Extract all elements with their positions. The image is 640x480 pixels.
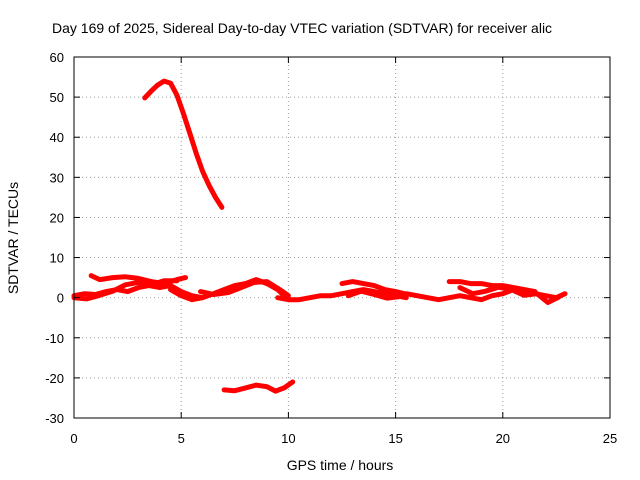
x-tick-label: 0: [70, 431, 77, 446]
series-line-arc-6: [198, 279, 291, 299]
x-tick-label: 15: [388, 431, 402, 446]
series-line-arc-10: [345, 288, 403, 301]
series-line-arc-7: [221, 379, 296, 394]
x-tick-label: 25: [603, 431, 617, 446]
y-tick-label: 10: [50, 251, 64, 266]
x-axis-label: GPS time / hours: [287, 457, 394, 473]
series-line-arc-8: [275, 287, 409, 303]
y-tick-label: 20: [50, 210, 64, 225]
series-line-arc-4: [71, 278, 180, 302]
chart-title: Day 169 of 2025, Sidereal Day-to-day VTE…: [52, 20, 552, 36]
grid-lines: [74, 57, 610, 418]
axis-ticks: 0 5 10 15 20 25 -30 -20 -10 0 10 20 30 40 50 60: [45, 50, 617, 446]
y-axis-label: SDTVAR / TECUs: [5, 182, 21, 294]
x-tick-label: 20: [496, 431, 510, 446]
y-tick-label: 60: [50, 50, 64, 65]
y-tick-label: 40: [50, 130, 64, 145]
series-line-arc-13: [457, 284, 561, 305]
y-tick-label: -10: [45, 331, 64, 346]
y-tick-label: -30: [45, 411, 64, 426]
series-line-arc-1: [142, 78, 225, 210]
y-tick-label: 50: [50, 90, 64, 105]
series-line-arc-9: [339, 279, 407, 297]
series-line-arc-12: [446, 279, 538, 295]
x-tick-label: 10: [281, 431, 295, 446]
plot-frame: [73, 56, 611, 419]
y-tick-label: -20: [45, 371, 64, 386]
y-tick-label: 0: [57, 291, 64, 306]
x-tick-label: 5: [178, 431, 185, 446]
data-series: [71, 78, 568, 394]
y-tick-label: 30: [50, 170, 64, 185]
